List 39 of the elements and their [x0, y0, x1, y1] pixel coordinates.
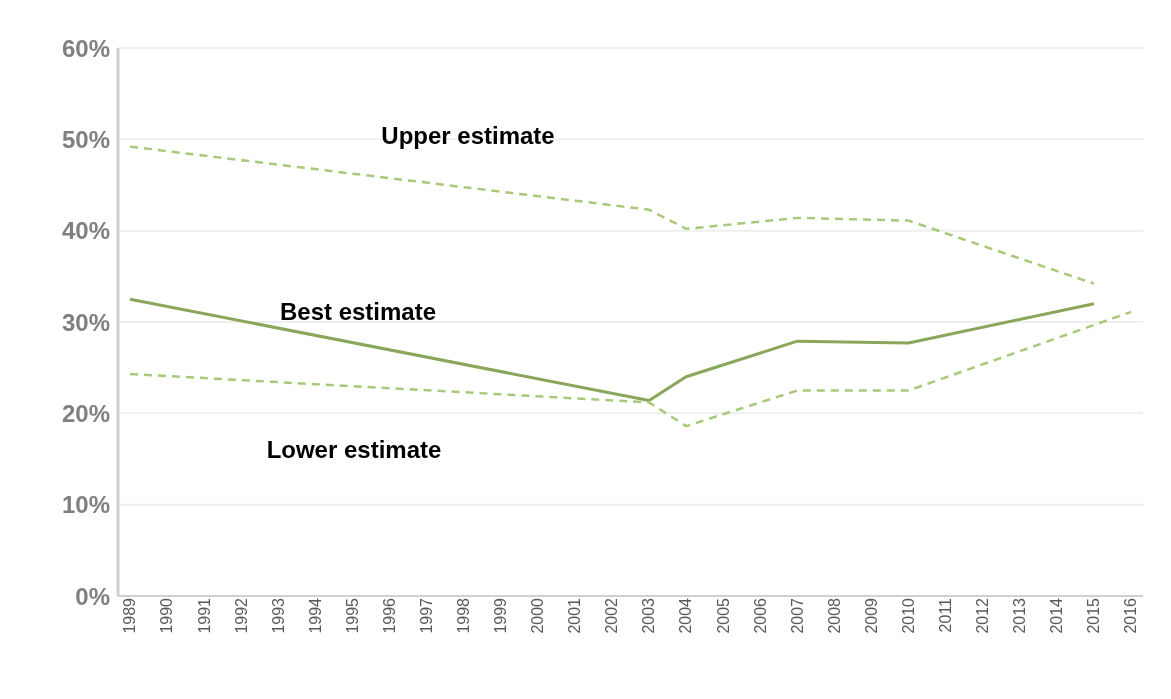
x-tick-label: 2007 [788, 597, 806, 634]
x-tick-label: 2008 [825, 597, 843, 634]
x-tick-label: 2015 [1085, 597, 1103, 634]
y-tick-label: 30% [61, 308, 110, 336]
x-tick-label: 2010 [899, 597, 917, 634]
y-tick-label: 10% [61, 491, 110, 519]
series-label: Upper estimate [381, 122, 555, 150]
x-tick-label: 2006 [751, 597, 769, 634]
x-tick-label: 2000 [529, 597, 547, 634]
x-tick-label: 2005 [714, 597, 732, 634]
series-label: Best estimate [279, 298, 437, 326]
y-tick-label: 40% [61, 217, 110, 245]
x-tick-label: 1998 [455, 597, 473, 634]
x-tick-label: 2016 [1122, 597, 1140, 634]
x-tick-label: 1997 [417, 597, 435, 634]
y-tick-label: 20% [61, 399, 110, 427]
x-tick-label: 1992 [232, 597, 250, 634]
x-tick-label: 1990 [158, 597, 176, 634]
x-tick-label: 2004 [677, 597, 695, 634]
x-tick-label: 2002 [603, 597, 621, 634]
x-tick-label: 2009 [862, 597, 880, 634]
x-tick-label: 1995 [343, 597, 361, 634]
series-label: Lower estimate [266, 436, 442, 464]
x-tick-label: 2011 [936, 597, 954, 633]
x-tick-label: 2012 [974, 597, 992, 634]
y-tick-label: 50% [61, 125, 110, 153]
x-tick-label: 2014 [1048, 597, 1066, 634]
x-tick-label: 1999 [492, 597, 510, 634]
x-tick-label: 1994 [306, 597, 324, 634]
y-tick-label: 60% [61, 34, 110, 62]
y-tick-label: 0% [75, 582, 110, 610]
x-tick-label: 1993 [269, 597, 287, 634]
x-tick-label: 2003 [640, 597, 658, 634]
x-tick-label: 1996 [380, 597, 398, 634]
x-tick-label: 2013 [1011, 597, 1029, 634]
x-tick-label: 2001 [566, 597, 584, 634]
x-tick-label: 1989 [121, 597, 139, 634]
line-series [128, 297, 1096, 403]
x-tick-label: 1991 [195, 597, 213, 634]
